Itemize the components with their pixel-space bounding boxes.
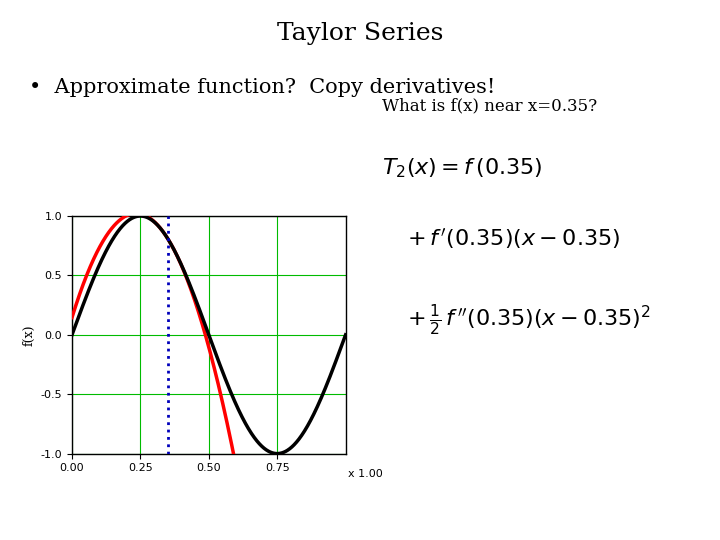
Text: What is f(x) near x=0.35?: What is f(x) near x=0.35? xyxy=(382,97,597,114)
Text: x 1.00: x 1.00 xyxy=(348,469,383,479)
Text: •  Approximate function?  Copy derivatives!: • Approximate function? Copy derivatives… xyxy=(29,78,495,97)
Text: $+\,f\,'(0.35)(x-0.35)$: $+\,f\,'(0.35)(x-0.35)$ xyxy=(407,227,620,251)
Text: $T_2(x) = f\,(0.35)$: $T_2(x) = f\,(0.35)$ xyxy=(382,157,542,180)
Text: $+\,\frac{1}{2}\,f\,''(0.35)(x-0.35)^2$: $+\,\frac{1}{2}\,f\,''(0.35)(x-0.35)^2$ xyxy=(407,302,651,338)
Y-axis label: f(x): f(x) xyxy=(22,324,35,346)
Text: Taylor Series: Taylor Series xyxy=(276,22,444,45)
